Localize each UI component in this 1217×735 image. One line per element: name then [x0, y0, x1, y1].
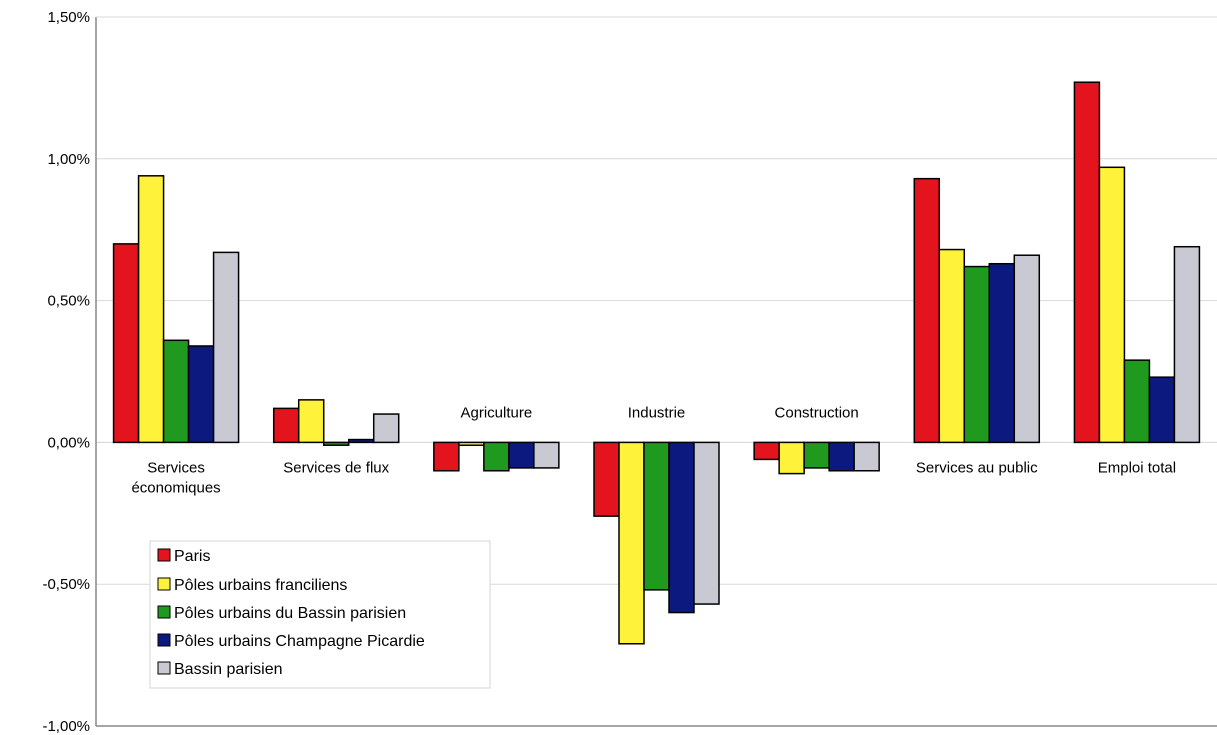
legend-label: Paris: [174, 548, 210, 565]
legend-swatch: [157, 577, 171, 591]
category-label: Emploi total: [1098, 459, 1176, 476]
bar: [297, 399, 325, 444]
bar: [853, 441, 880, 472]
bar: [618, 441, 645, 645]
bar: [803, 441, 830, 469]
legend-label: Pôles urbains du Bassin parisien: [174, 605, 406, 622]
y-tick-label: 1,50%: [47, 9, 90, 26]
category-label-line: Industrie: [628, 404, 686, 421]
legend-box: [149, 540, 491, 689]
bar: [828, 441, 855, 472]
bar: [693, 441, 720, 605]
bar: [458, 441, 485, 446]
legend-item-bassin-parisien: Bassin parisien: [157, 661, 283, 678]
legend-label: Pôles urbains franciliens: [174, 577, 347, 594]
bar: [668, 441, 695, 614]
category-label: Industrie: [628, 404, 686, 421]
y-tick-label: -1,00%: [42, 718, 90, 735]
y-tick-label: 0,00%: [47, 434, 90, 451]
legend-label: Pôles urbains Champagne Picardie: [174, 633, 425, 650]
legend-item-paris: Paris: [157, 548, 210, 565]
bar: [322, 441, 350, 446]
legend-item-poles-urbains-bassin-parisien: Pôles urbains du Bassin parisien: [157, 605, 406, 622]
bar: [187, 345, 215, 444]
bar: [347, 438, 375, 444]
y-tick-label: 1,00%: [47, 151, 90, 168]
category-label-line: économiques: [131, 479, 220, 496]
bar: [1148, 376, 1176, 444]
bar: [778, 441, 805, 475]
bar: [593, 441, 620, 517]
bar: [112, 243, 140, 444]
legend-swatch: [157, 605, 171, 619]
category-label-line: Services au public: [916, 459, 1038, 476]
legend-label: Bassin parisien: [174, 661, 283, 678]
category-label: Services de flux: [283, 459, 389, 476]
category-label: Services au public: [916, 459, 1038, 476]
bar: [938, 248, 966, 444]
legend-item-poles-urbains-champagne-picardie: Pôles urbains Champagne Picardie: [157, 633, 425, 650]
bars: [112, 81, 1201, 645]
bar: [988, 262, 1016, 444]
bar: [1123, 359, 1151, 444]
bar: [753, 441, 780, 461]
legend-item-poles-urbains-franciliens: Pôles urbains franciliens: [157, 577, 347, 594]
category-label-line: Construction: [775, 404, 859, 421]
bar: [372, 413, 400, 444]
bar: [963, 265, 991, 444]
bar: [162, 339, 190, 444]
y-tick-labels: 1,50% 1,00% 0,50% 0,00% -0,50% -1,00%: [42, 9, 90, 735]
bar: [1173, 245, 1201, 444]
legend: Paris Pôles urbains franciliens Pôles ur…: [149, 540, 491, 689]
category-label: Construction: [775, 404, 859, 421]
category-label-line: Agriculture: [461, 404, 533, 421]
bar: [212, 251, 240, 444]
bar: [272, 407, 300, 444]
category-label: Agriculture: [461, 404, 533, 421]
bar: [1098, 166, 1126, 444]
category-label-line: Services: [147, 459, 205, 476]
category-labels: Services économiques Services de flux Agric…: [131, 404, 1176, 496]
y-tick-label: -0,50%: [42, 576, 90, 593]
bar: [1073, 81, 1101, 444]
category-label-line: Emploi total: [1098, 459, 1176, 476]
axes: [95, 16, 1217, 727]
bar: [137, 175, 165, 444]
bar: [913, 177, 941, 444]
y-tick-label: 0,50%: [47, 293, 90, 310]
bar: [533, 441, 560, 469]
legend-swatch: [157, 548, 171, 562]
legend-swatch: [157, 633, 171, 647]
bar: [483, 441, 510, 472]
category-label: Services économiques: [131, 459, 220, 496]
bar: [643, 441, 670, 591]
category-label-line: Services de flux: [283, 459, 389, 476]
bar: [1013, 254, 1041, 444]
bar: [508, 441, 535, 469]
bar: [433, 441, 460, 472]
legend-swatch: [157, 661, 171, 675]
